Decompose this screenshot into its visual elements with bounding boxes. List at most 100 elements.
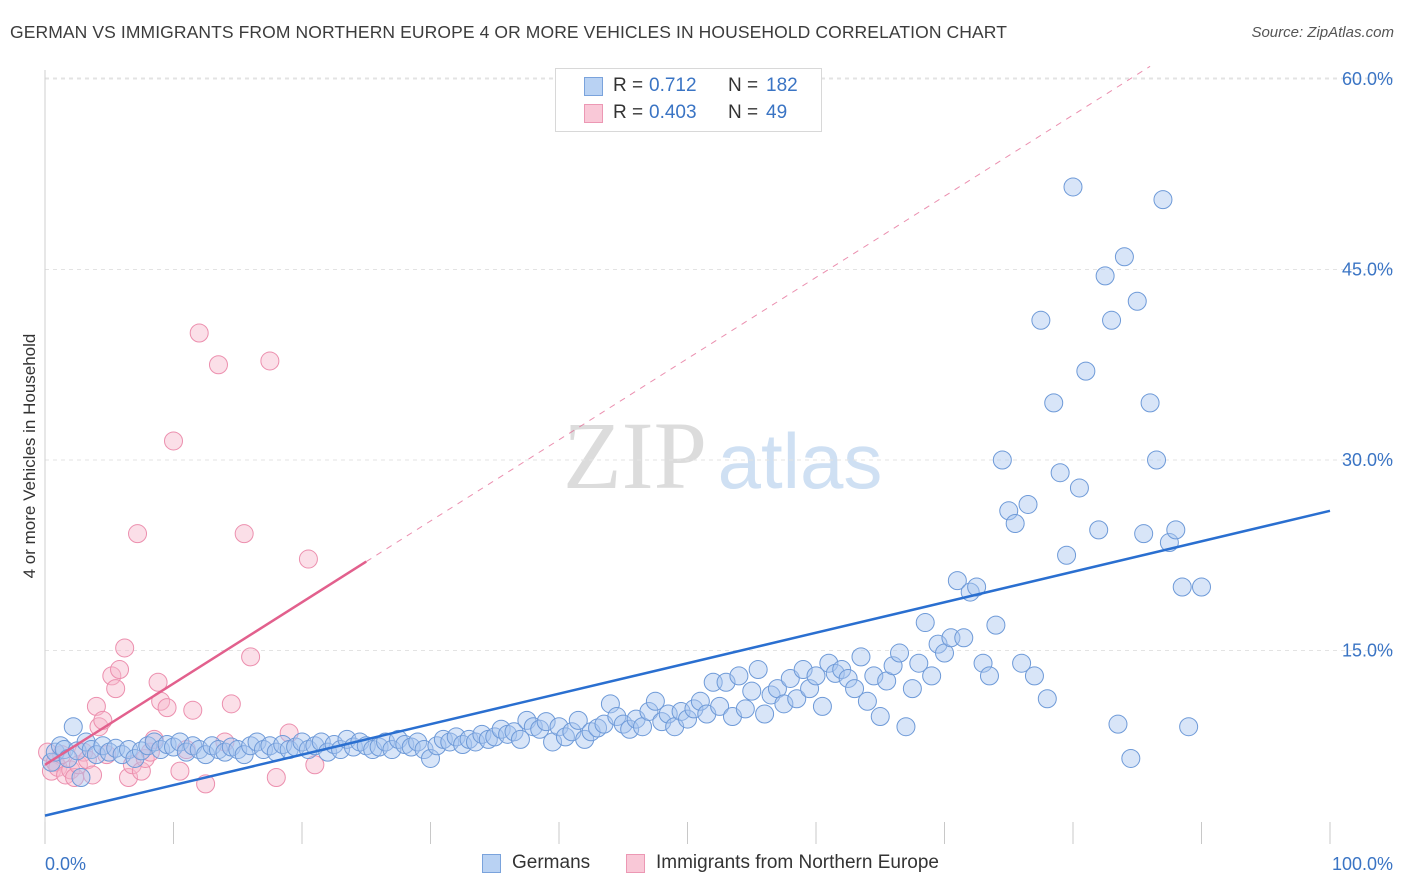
data-point-germans [729, 666, 749, 686]
data-point-germans [684, 699, 704, 719]
data-point-germans [613, 714, 633, 734]
data-point-germans [1031, 310, 1051, 330]
data-point-germans [806, 666, 826, 686]
data-point-germans [678, 709, 697, 729]
data-point-germans [1108, 714, 1128, 734]
data-point-germans [755, 704, 775, 724]
data-point-germans [1179, 717, 1199, 737]
r-value: 0.712 [649, 75, 697, 96]
data-point-germans [1192, 577, 1211, 597]
x-tick-label: 100.0% [1332, 854, 1393, 874]
data-point-germans [170, 732, 190, 752]
data-point-germans [536, 712, 556, 732]
data-point-germans [530, 719, 550, 739]
data-point-immigrants [157, 698, 177, 718]
data-point-germans [568, 710, 588, 730]
data-point-germans [1127, 291, 1147, 311]
data-point-immigrants [102, 666, 122, 686]
legend-label: Germans [512, 852, 591, 873]
data-point-germans [979, 666, 999, 686]
watermark-atlas: atlas [718, 417, 883, 505]
data-point-germans [639, 701, 659, 721]
data-point-germans [1076, 361, 1096, 381]
data-point-germans [1134, 524, 1154, 544]
series-immigrants-points [38, 323, 325, 794]
y-tick-label: 15.0% [1342, 641, 1393, 661]
data-point-germans [421, 748, 440, 768]
y-tick-label: 60.0% [1342, 69, 1393, 89]
data-point-germans [510, 729, 530, 749]
data-point-germans [189, 740, 209, 760]
data-point-germans [1147, 450, 1167, 470]
data-point-immigrants [266, 768, 286, 787]
data-point-germans [247, 732, 267, 752]
data-point-germans [607, 707, 627, 727]
r-label: R = [613, 102, 644, 123]
stats-legend-row-immigrants: R = 0.403 N = 49 [556, 102, 821, 126]
legend-swatch-blue [584, 77, 603, 96]
data-point-immigrants [170, 761, 190, 781]
data-point-germans [164, 737, 183, 757]
data-point-germans [954, 628, 974, 648]
data-point-germans [112, 745, 132, 765]
data-point-germans [742, 681, 762, 701]
gridlines [45, 77, 1395, 651]
data-point-germans [857, 691, 877, 711]
legend-label: Immigrants from Northern Europe [656, 852, 939, 873]
trend-line-immigrants-extension [365, 65, 1151, 563]
data-point-germans [504, 722, 524, 742]
n-value: 49 [766, 102, 788, 123]
data-point-germans [922, 666, 942, 686]
data-point-germans [549, 717, 569, 737]
data-point-germans [710, 696, 730, 716]
data-point-germans [883, 656, 903, 676]
data-point-immigrants [148, 672, 168, 692]
data-point-germans [1012, 653, 1032, 673]
n-label: N = [728, 75, 759, 96]
data-point-immigrants [221, 694, 241, 714]
data-point-germans [735, 699, 755, 719]
stats-legend-row-germans: R = 0.712 N = 182 [556, 75, 821, 99]
data-point-germans [1018, 494, 1038, 514]
y-tick-label: 45.0% [1342, 260, 1393, 280]
stats-legend: R = 0.712 N = 182 R = 0.403 N = 49 [555, 68, 822, 132]
data-point-immigrants [83, 765, 103, 785]
data-point-germans [228, 740, 248, 760]
legend-swatch-pink [584, 104, 603, 123]
data-point-germans [1166, 520, 1186, 540]
data-point-germans [1005, 514, 1025, 533]
data-point-germans [870, 707, 890, 727]
y-tick-label: 30.0% [1342, 450, 1393, 470]
source-label: Source: ZipAtlas.com [1251, 24, 1394, 41]
data-point-immigrants [106, 679, 126, 699]
data-point-immigrants [208, 355, 228, 375]
data-point-germans [999, 501, 1019, 521]
x-tick-label: 0.0% [45, 854, 86, 874]
data-point-germans [986, 615, 1006, 635]
series-germans-points [41, 177, 1211, 787]
data-point-germans [973, 653, 993, 673]
data-point-germans [1037, 689, 1057, 709]
data-point-germans [864, 666, 884, 686]
data-point-germans [1153, 190, 1173, 210]
data-point-immigrants [298, 549, 318, 569]
data-point-germans [292, 732, 312, 752]
data-point-germans [1050, 463, 1070, 483]
data-point-immigrants [115, 638, 135, 658]
data-point-germans [1044, 393, 1064, 413]
data-point-germans [800, 679, 820, 699]
data-point-germans [774, 694, 794, 714]
chart-title: GERMAN VS IMMIGRANTS FROM NORTHERN EUROP… [10, 22, 1007, 42]
data-point-germans [71, 768, 91, 787]
data-point-germans [947, 571, 967, 591]
data-point-germans [1057, 545, 1077, 565]
data-point-germans [1024, 666, 1044, 686]
data-point-immigrants [164, 431, 183, 451]
data-point-germans [992, 450, 1012, 470]
data-point-germans [896, 717, 916, 737]
data-point-immigrants [241, 647, 261, 667]
data-point-germans [690, 691, 710, 711]
data-point-germans [967, 577, 987, 597]
data-point-germans [845, 679, 865, 699]
